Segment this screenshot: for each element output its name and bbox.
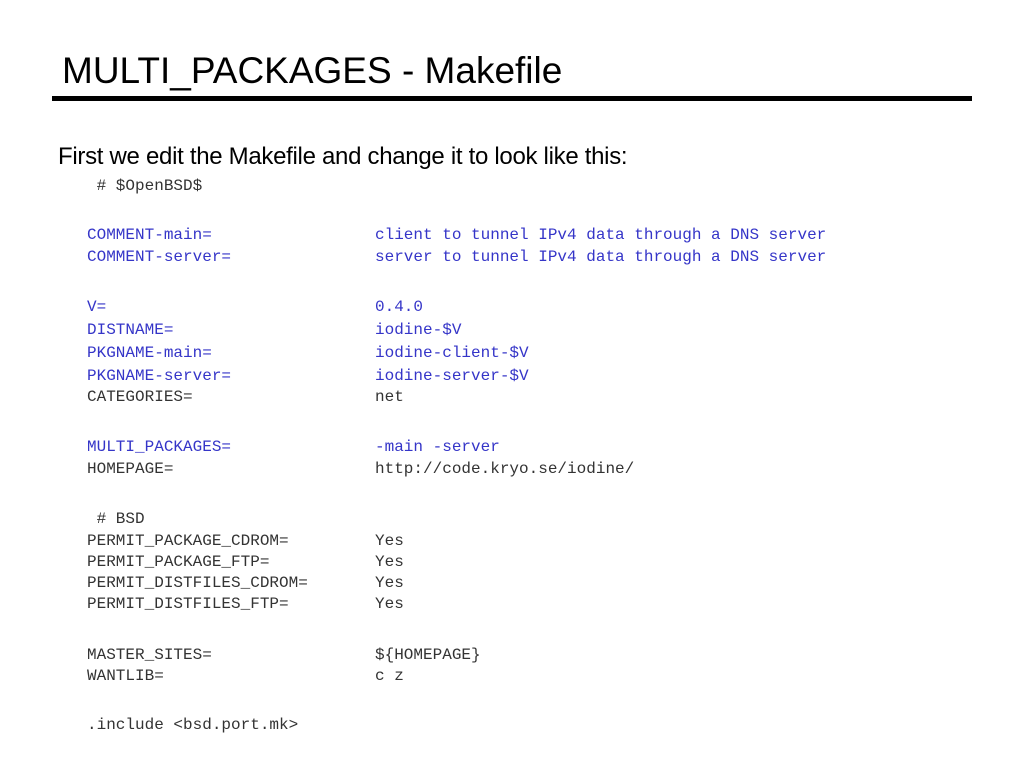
code-key: CATEGORIES= bbox=[87, 388, 193, 406]
code-value: iodine-client-$V bbox=[375, 344, 529, 362]
code-value: iodine-server-$V bbox=[375, 367, 529, 385]
code-key: PERMIT_DISTFILES_CDROM= bbox=[87, 574, 308, 592]
code-key: PKGNAME-main= bbox=[87, 344, 212, 362]
code-key: PERMIT_PACKAGE_FTP= bbox=[87, 553, 270, 571]
code-value: server to tunnel IPv4 data through a DNS… bbox=[375, 248, 827, 266]
code-key: WANTLIB= bbox=[87, 667, 164, 685]
code-key: COMMENT-server= bbox=[87, 248, 232, 266]
code-key: PKGNAME-server= bbox=[87, 367, 232, 385]
include-text: .include <bsd.port.mk> bbox=[87, 716, 299, 734]
code-value: client to tunnel IPv4 data through a DNS… bbox=[375, 226, 827, 244]
code-value: c z bbox=[375, 667, 404, 685]
code-value: 0.4.0 bbox=[375, 298, 424, 316]
code-value: Yes bbox=[375, 574, 404, 592]
code-value: ${HOMEPAGE} bbox=[375, 646, 481, 664]
code-value: net bbox=[375, 388, 404, 406]
code-key: PERMIT_DISTFILES_FTP= bbox=[87, 595, 289, 613]
intro-text: First we edit the Makefile and change it… bbox=[58, 143, 628, 170]
code-key: V= bbox=[87, 298, 107, 316]
comment-text: # $OpenBSD$ bbox=[87, 177, 203, 195]
comment-text: # BSD bbox=[87, 510, 145, 528]
code-value: http://code.kryo.se/iodine/ bbox=[375, 460, 635, 478]
code-key: COMMENT-main= bbox=[87, 226, 212, 244]
code-value: Yes bbox=[375, 532, 404, 550]
code-key: DISTNAME= bbox=[87, 321, 174, 339]
code-value: -main -server bbox=[375, 438, 500, 456]
code-value: iodine-$V bbox=[375, 321, 462, 339]
code-value: Yes bbox=[375, 595, 404, 613]
code-key: MASTER_SITES= bbox=[87, 646, 212, 664]
title-divider bbox=[52, 96, 972, 101]
code-key: MULTI_PACKAGES= bbox=[87, 438, 232, 456]
code-key: HOMEPAGE= bbox=[87, 460, 174, 478]
code-key: PERMIT_PACKAGE_CDROM= bbox=[87, 532, 289, 550]
slide-title: MULTI_PACKAGES - Makefile bbox=[62, 50, 563, 91]
code-value: Yes bbox=[375, 553, 404, 571]
